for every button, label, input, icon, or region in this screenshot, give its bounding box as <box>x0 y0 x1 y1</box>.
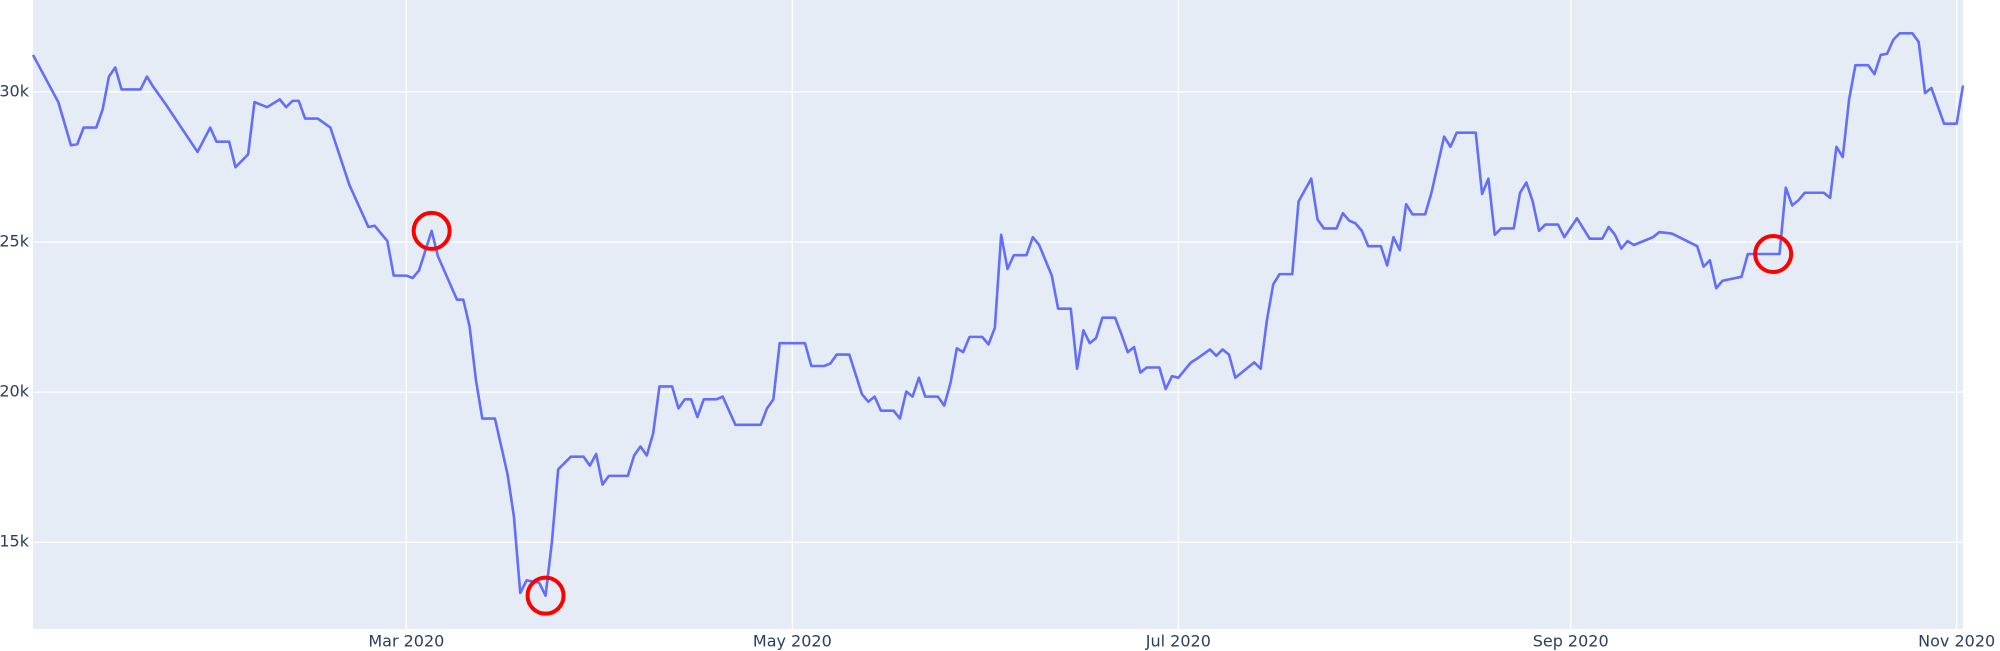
plot-background <box>33 0 1963 629</box>
y-tick-label: 25k <box>0 231 30 250</box>
y-tick-label: 20k <box>0 382 30 401</box>
x-tick-label: May 2020 <box>753 632 832 651</box>
x-tick-label: Mar 2020 <box>368 632 444 651</box>
highlight-marker <box>525 575 566 616</box>
x-tick-label: Jul 2020 <box>1145 632 1211 651</box>
y-tick-label: 30k <box>0 81 30 100</box>
highlight-marker <box>1753 234 1794 275</box>
data-line <box>31 32 1965 597</box>
x-tick-label: Sep 2020 <box>1533 632 1609 651</box>
x-tick-label: Nov 2020 <box>1918 632 1995 651</box>
y-tick-label: 15k <box>0 532 30 551</box>
highlight-marker <box>411 210 452 251</box>
